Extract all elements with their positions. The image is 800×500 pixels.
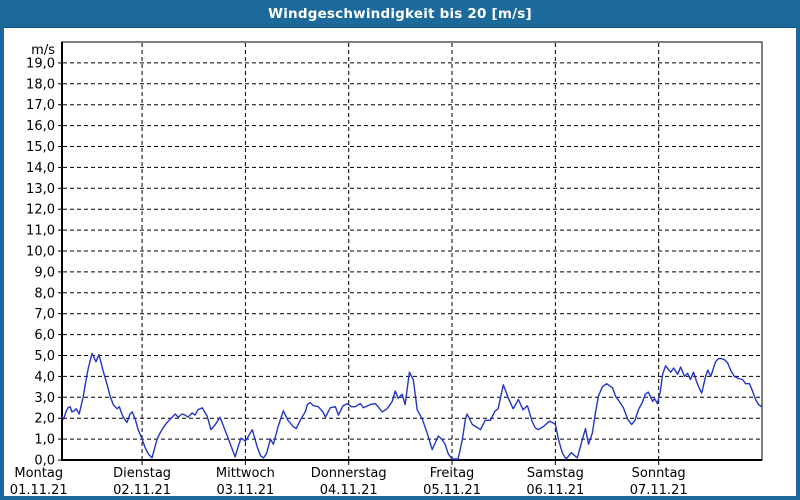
y-tick-label: 6,0	[34, 328, 55, 343]
y-tick-label: 5,0	[34, 349, 55, 364]
x-date-label: 04.11.21	[320, 483, 378, 498]
y-tick-label: 12,0	[26, 203, 55, 218]
y-tick-label: 15,0	[26, 140, 55, 155]
chart-title: Windgeschwindigkeit bis 20 [m/s]	[268, 5, 532, 22]
y-unit-label: m/s	[31, 43, 55, 58]
y-tick-label: 18,0	[26, 77, 55, 92]
x-date-label: 06.11.21	[526, 483, 584, 498]
y-tick-label: 14,0	[26, 161, 55, 176]
x-date-label: 07.11.21	[630, 483, 688, 498]
x-date-label: 03.11.21	[216, 483, 274, 498]
plot-area	[61, 41, 763, 461]
x-date-label: 02.11.21	[113, 483, 171, 498]
y-tick-label: 10,0	[26, 245, 55, 260]
x-day-label: Samstag	[527, 466, 584, 481]
y-tick-label: 19,0	[26, 56, 55, 71]
y-tick-label: 8,0	[34, 286, 55, 301]
y-tick-label: 13,0	[26, 182, 55, 197]
x-day-label: Sonntag	[632, 466, 686, 481]
y-tick-label: 3,0	[34, 391, 55, 406]
y-tick-label: 16,0	[26, 119, 55, 134]
x-day-label: Donnerstag	[311, 466, 387, 481]
y-tick-label: 11,0	[26, 224, 55, 239]
y-tick-label: 4,0	[34, 370, 55, 385]
x-day-label: Freitag	[430, 466, 475, 481]
y-tick-label: 7,0	[34, 307, 55, 322]
x-day-label: Dienstag	[113, 466, 171, 481]
x-day-label: Montag	[14, 466, 63, 481]
y-tick-label: 9,0	[34, 265, 55, 280]
x-date-label: 05.11.21	[423, 483, 481, 498]
wind-speed-line	[61, 352, 763, 460]
x-day-label: Mittwoch	[216, 466, 275, 481]
y-tick-label: 2,0	[34, 412, 55, 427]
y-tick-label: 0,0	[34, 454, 55, 469]
title-bar: Windgeschwindigkeit bis 20 [m/s]	[0, 0, 800, 28]
x-date-label: 01.11.21	[10, 483, 68, 498]
y-tick-label: 17,0	[26, 98, 55, 113]
y-tick-label: 1,0	[34, 433, 55, 448]
